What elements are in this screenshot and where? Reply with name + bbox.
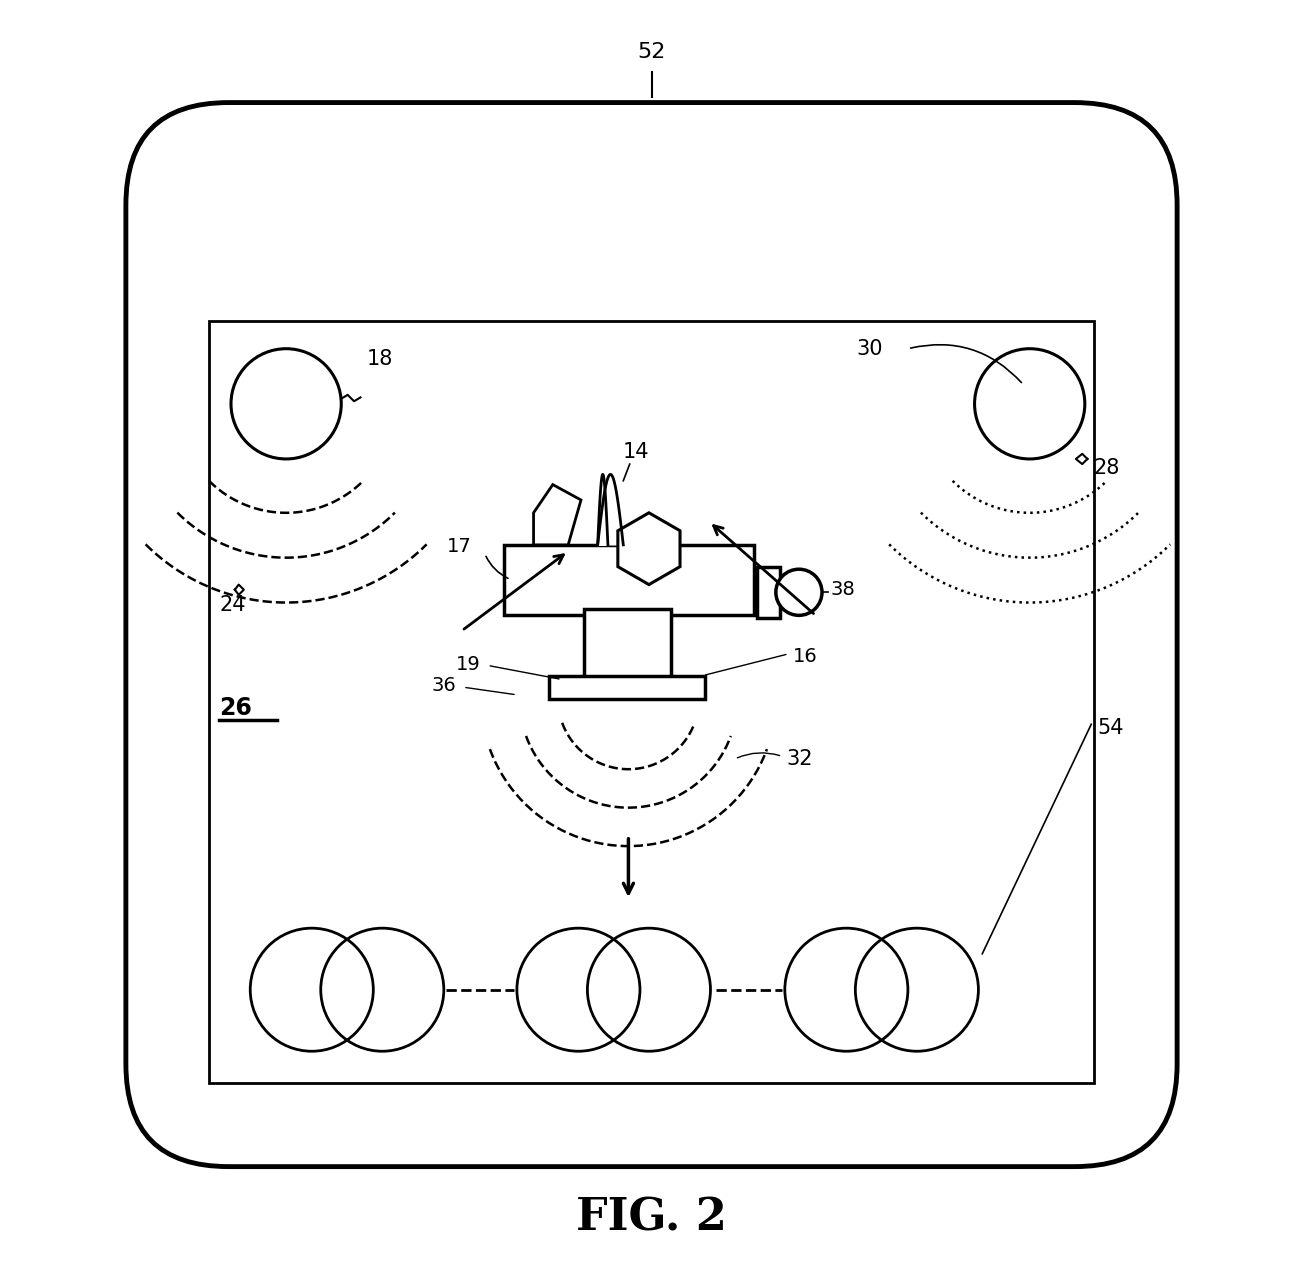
Text: 16: 16 [792, 647, 817, 665]
Text: 17: 17 [447, 537, 472, 555]
Bar [210, 320, 1093, 1083]
Circle shape [975, 349, 1085, 459]
Text: 30: 30 [856, 338, 883, 359]
Text: 52: 52 [637, 41, 666, 62]
Text: 26: 26 [219, 696, 253, 719]
Circle shape [250, 368, 322, 440]
Circle shape [259, 937, 365, 1042]
Circle shape [250, 928, 373, 1051]
Circle shape [873, 946, 962, 1033]
Text: 36: 36 [431, 677, 456, 695]
Circle shape [525, 937, 631, 1042]
Circle shape [517, 928, 640, 1051]
Circle shape [784, 928, 908, 1051]
Circle shape [899, 972, 934, 1008]
Circle shape [321, 928, 444, 1051]
Text: 19: 19 [456, 655, 481, 673]
Text: 14: 14 [623, 441, 649, 462]
Circle shape [820, 963, 873, 1017]
Bar [549, 676, 705, 699]
Text: 54: 54 [1097, 718, 1124, 738]
Text: 18: 18 [367, 349, 394, 369]
Circle shape [1012, 387, 1046, 420]
Circle shape [365, 972, 400, 1008]
Bar [504, 545, 754, 615]
Circle shape [356, 963, 409, 1017]
Circle shape [543, 954, 614, 1026]
Circle shape [994, 368, 1066, 440]
Text: 24: 24 [219, 595, 246, 615]
Text: 28: 28 [1093, 458, 1121, 478]
Circle shape [560, 972, 597, 1008]
Circle shape [775, 569, 822, 615]
Polygon shape [618, 513, 680, 585]
Circle shape [829, 972, 864, 1008]
Circle shape [241, 359, 332, 450]
Circle shape [551, 963, 605, 1017]
Circle shape [339, 946, 426, 1033]
Circle shape [631, 972, 667, 1008]
Circle shape [803, 946, 890, 1033]
Text: FIG. 2: FIG. 2 [576, 1196, 727, 1240]
Circle shape [864, 937, 969, 1042]
Circle shape [595, 937, 702, 1042]
Circle shape [330, 937, 435, 1042]
Circle shape [231, 349, 341, 459]
Text: 38: 38 [831, 581, 856, 599]
Circle shape [614, 954, 684, 1026]
Circle shape [276, 954, 347, 1026]
Polygon shape [598, 474, 623, 545]
Circle shape [794, 937, 899, 1042]
Circle shape [267, 946, 356, 1033]
Circle shape [534, 946, 623, 1033]
Circle shape [882, 954, 952, 1026]
Circle shape [1003, 378, 1055, 431]
Text: 32: 32 [786, 749, 813, 769]
Circle shape [984, 359, 1075, 450]
Circle shape [890, 963, 943, 1017]
Circle shape [588, 928, 710, 1051]
Circle shape [259, 378, 313, 431]
Polygon shape [533, 485, 581, 545]
Circle shape [605, 946, 693, 1033]
Circle shape [285, 963, 339, 1017]
Bar [584, 609, 671, 679]
FancyBboxPatch shape [126, 103, 1177, 1167]
Circle shape [347, 954, 418, 1026]
Circle shape [293, 972, 330, 1008]
Circle shape [270, 387, 302, 420]
Circle shape [623, 963, 675, 1017]
Circle shape [810, 954, 882, 1026]
Bar [757, 567, 779, 618]
Circle shape [855, 928, 979, 1051]
